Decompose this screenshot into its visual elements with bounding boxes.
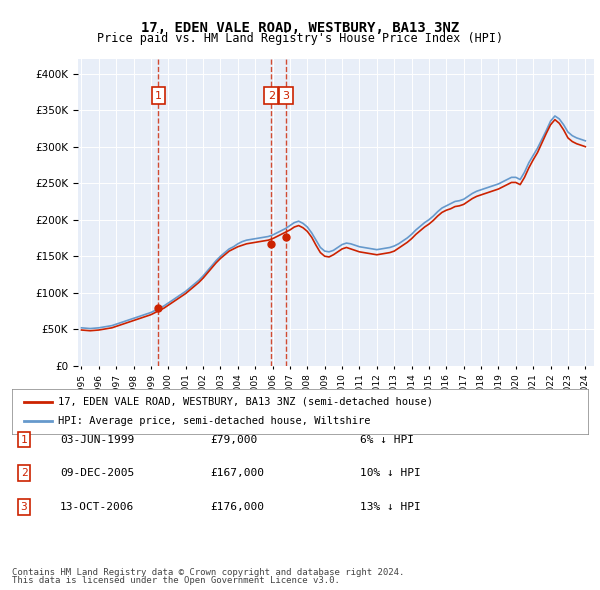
Text: £167,000: £167,000 <box>210 468 264 478</box>
Text: 09-DEC-2005: 09-DEC-2005 <box>60 468 134 478</box>
Text: 17, EDEN VALE ROAD, WESTBURY, BA13 3NZ (semi-detached house): 17, EDEN VALE ROAD, WESTBURY, BA13 3NZ (… <box>58 397 433 407</box>
Text: 13% ↓ HPI: 13% ↓ HPI <box>360 502 421 512</box>
Text: 03-JUN-1999: 03-JUN-1999 <box>60 435 134 444</box>
Text: 17, EDEN VALE ROAD, WESTBURY, BA13 3NZ: 17, EDEN VALE ROAD, WESTBURY, BA13 3NZ <box>141 21 459 35</box>
Text: 3: 3 <box>20 502 28 512</box>
Text: 2: 2 <box>20 468 28 478</box>
Text: HPI: Average price, semi-detached house, Wiltshire: HPI: Average price, semi-detached house,… <box>58 417 371 426</box>
Text: £176,000: £176,000 <box>210 502 264 512</box>
Text: 3: 3 <box>283 91 290 101</box>
Text: 1: 1 <box>155 91 162 101</box>
Text: 13-OCT-2006: 13-OCT-2006 <box>60 502 134 512</box>
Text: This data is licensed under the Open Government Licence v3.0.: This data is licensed under the Open Gov… <box>12 576 340 585</box>
Text: £79,000: £79,000 <box>210 435 257 444</box>
Text: 1: 1 <box>20 435 28 444</box>
Text: 6% ↓ HPI: 6% ↓ HPI <box>360 435 414 444</box>
Text: 10% ↓ HPI: 10% ↓ HPI <box>360 468 421 478</box>
Text: 2: 2 <box>268 91 275 101</box>
Text: Price paid vs. HM Land Registry's House Price Index (HPI): Price paid vs. HM Land Registry's House … <box>97 32 503 45</box>
Text: Contains HM Land Registry data © Crown copyright and database right 2024.: Contains HM Land Registry data © Crown c… <box>12 568 404 577</box>
